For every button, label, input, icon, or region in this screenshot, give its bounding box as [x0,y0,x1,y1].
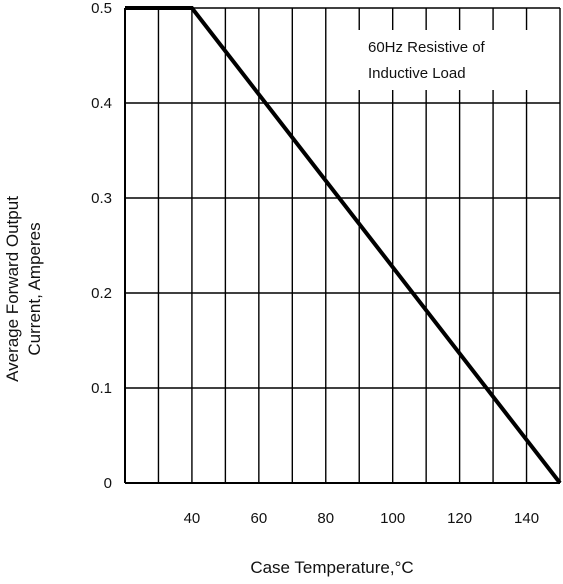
svg-text:Case Temperature,°C: Case Temperature,°C [250,558,413,577]
annotation: 60Hz Resistive of Inductive Load [368,39,486,82]
grid [124,7,561,484]
x-axis-title-text: Case Temperature, [250,558,394,577]
y-axis-title: Average Forward Output Current, Amperes [3,196,44,382]
x-tick-label: 40 [184,510,201,527]
y-tick-label: 0.1 [91,380,112,397]
x-tick-label: 60 [251,510,268,527]
annotation-line-2: Inductive Load [368,65,466,82]
y-tick-labels: 0 0.1 0.2 0.3 0.4 0.5 [91,0,112,492]
series-layer [125,6,562,485]
y-tick-label: 0 [104,475,112,492]
x-tick-label: 100 [380,510,405,527]
y-axis-title-line-1: Average Forward Output [3,196,22,382]
y-tick-label: 0.4 [91,95,112,112]
x-axis-title: Case Temperature,°C [250,558,413,577]
annotation-line-1: 60Hz Resistive of [368,39,486,56]
y-tick-label: 0.5 [91,0,112,17]
y-tick-label: 0.3 [91,190,112,207]
x-tick-label: 80 [317,510,334,527]
x-axis-title-unit: °C [395,558,414,577]
y-axis-title-line-2: Current, Amperes [25,222,44,355]
x-tick-label: 140 [514,510,539,527]
annotation-background [358,30,534,90]
x-tick-label: 120 [447,510,472,527]
series-line [125,6,562,485]
x-tick-labels: 40 60 80 100 120 140 [184,510,539,527]
y-tick-label: 0.2 [91,285,112,302]
